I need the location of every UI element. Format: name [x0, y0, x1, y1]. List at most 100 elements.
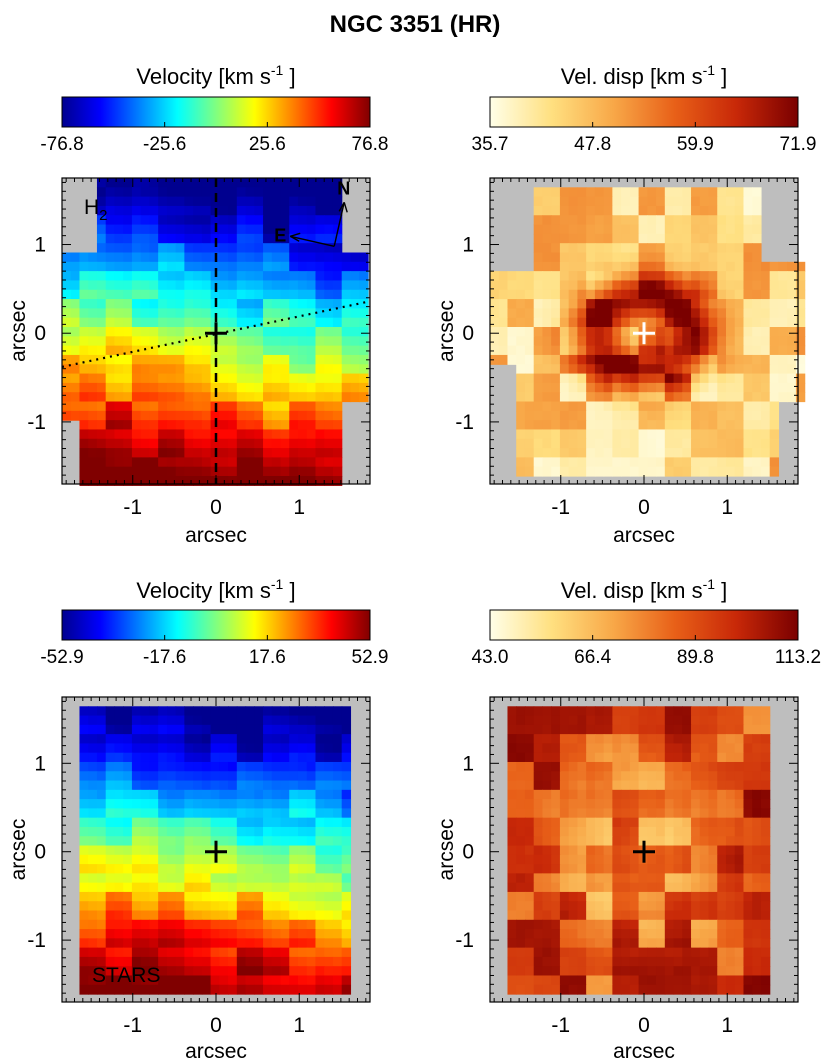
bin-cell [708, 873, 718, 884]
bin-cell [254, 224, 264, 235]
bin-cell [184, 392, 194, 403]
bin-cell [656, 373, 666, 384]
bin-cell [778, 327, 788, 337]
bin-cell [638, 910, 648, 921]
bin-cell [315, 706, 325, 717]
bin-cell [193, 327, 203, 337]
bin-cell [341, 261, 352, 272]
bin-cell [105, 771, 116, 782]
bin-cell [568, 289, 578, 300]
bin-cell [271, 817, 282, 828]
bin-cell [236, 975, 247, 986]
bin-cell [96, 420, 107, 431]
bin-cell [289, 215, 299, 226]
bin-cell [184, 224, 194, 235]
bin-cell [577, 929, 587, 939]
bin-cell [664, 299, 675, 309]
bin-cell [263, 715, 273, 726]
bin-cell [533, 392, 544, 403]
bin-cell [664, 438, 675, 449]
bin-cell [105, 864, 116, 874]
bin-cell [184, 354, 194, 365]
bin-cell [166, 724, 177, 735]
bin-cell [166, 178, 177, 188]
bin-cell [245, 364, 255, 375]
bin-cell [306, 476, 317, 486]
bin-cell [271, 706, 282, 717]
bin-cell [175, 864, 185, 874]
bin-cell [673, 854, 683, 865]
bin-cell [105, 799, 116, 809]
bin-cell [577, 289, 587, 300]
bin-cell [673, 929, 683, 939]
bin-cell [149, 438, 159, 449]
bin-cell [691, 345, 701, 356]
bin-cell [559, 761, 570, 772]
bin-cell [201, 438, 212, 449]
bin-cell [725, 215, 736, 226]
bin-cell [289, 448, 299, 458]
bin-cell [682, 215, 692, 226]
bin-cell [123, 956, 133, 967]
bin-cell [158, 929, 168, 939]
bin-cell [280, 476, 290, 486]
bin-cell [62, 382, 72, 393]
bin-cell [184, 233, 194, 244]
compass-north-head [338, 201, 348, 213]
bin-cell [629, 734, 640, 745]
bin-cell [594, 233, 605, 244]
bin-cell [586, 826, 596, 837]
bin-cell [691, 799, 701, 809]
bin-cell [254, 252, 264, 263]
bin-cell [149, 743, 159, 754]
bin-cell [332, 780, 343, 791]
bin-cell [568, 448, 578, 458]
bin-cell [341, 789, 352, 800]
bin-cell [140, 734, 150, 745]
bin-cell [271, 891, 282, 902]
bin-cell [787, 261, 797, 272]
bin-cell [743, 826, 753, 837]
bin-cell [175, 308, 185, 319]
bin-cell [184, 752, 194, 763]
bin-cell [140, 956, 150, 967]
bin-cell [315, 401, 325, 412]
colorbar-title-power: -1 [271, 62, 284, 78]
bin-cell [559, 373, 570, 384]
bin-cell [193, 808, 203, 819]
bin-cell [114, 410, 124, 421]
bin-cell [752, 752, 762, 763]
bin-cell [586, 947, 596, 958]
bin-cell [297, 308, 308, 319]
bin-cell [734, 891, 745, 902]
bin-cell [236, 873, 247, 884]
bin-cell [795, 336, 806, 347]
bin-cell [236, 864, 247, 874]
bin-cell [734, 771, 745, 782]
bin-cell [708, 724, 718, 735]
bin-cell [297, 817, 308, 828]
bin-cell [359, 271, 369, 282]
bin-cell [236, 891, 247, 902]
bin-cell [647, 715, 657, 726]
bin-cell [734, 317, 745, 328]
bin-cell [175, 780, 185, 791]
bin-cell [166, 364, 177, 375]
bin-cell [131, 901, 142, 912]
bin-cell [577, 910, 587, 921]
bin-cell [254, 826, 264, 837]
bin-cell [289, 429, 299, 440]
bin-cell [149, 882, 159, 893]
bin-cell [734, 382, 745, 393]
bin-cell [516, 438, 526, 449]
bin-cell [621, 743, 631, 754]
bin-cell [88, 299, 98, 309]
bin-cell [131, 845, 142, 856]
bin-cell [88, 401, 98, 412]
bin-cell [131, 956, 142, 967]
bin-cell [559, 724, 570, 735]
bin-cell [752, 448, 762, 458]
bin-cell [743, 799, 753, 809]
colorbar-tick-label: 89.8 [677, 647, 714, 668]
bin-cell [88, 752, 98, 763]
